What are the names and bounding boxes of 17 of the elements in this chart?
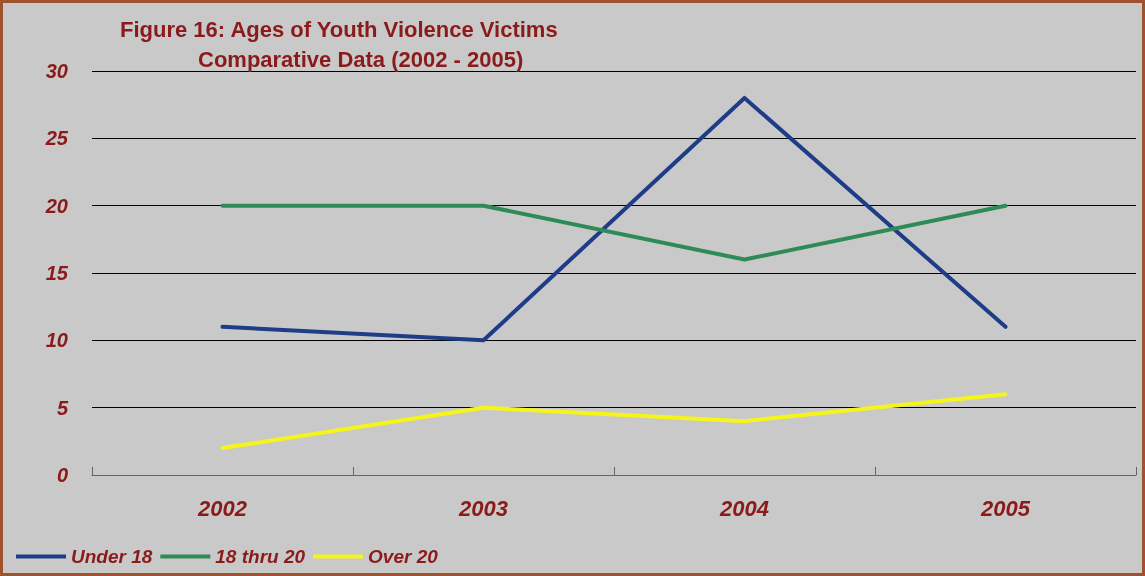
y-tick-label: 30 — [45, 60, 68, 82]
y-tick-label: 0 — [56, 464, 68, 486]
line-series — [220, 392, 1008, 451]
x-tick-label: 2004 — [719, 495, 769, 521]
y-tick-label: 15 — [45, 262, 69, 284]
legend-label: 18 thru 20 — [215, 546, 306, 567]
x-tick-label: 2003 — [458, 495, 508, 521]
chart-title: Figure 16: Ages of Youth Violence Victims — [120, 16, 558, 42]
x-tick-label: 2002 — [197, 495, 248, 521]
legend-label: Over 20 — [368, 546, 439, 567]
y-tick-label: 5 — [56, 396, 69, 419]
y-tick-label: 20 — [44, 194, 68, 217]
chart-subtitle: Comparative Data (2002 - 2005) — [198, 46, 524, 72]
y-tick-label: 25 — [44, 127, 69, 150]
x-tick-label: 2005 — [980, 495, 1031, 521]
legend-label: Under 18 — [71, 546, 153, 567]
y-tick-label: 10 — [45, 329, 68, 352]
